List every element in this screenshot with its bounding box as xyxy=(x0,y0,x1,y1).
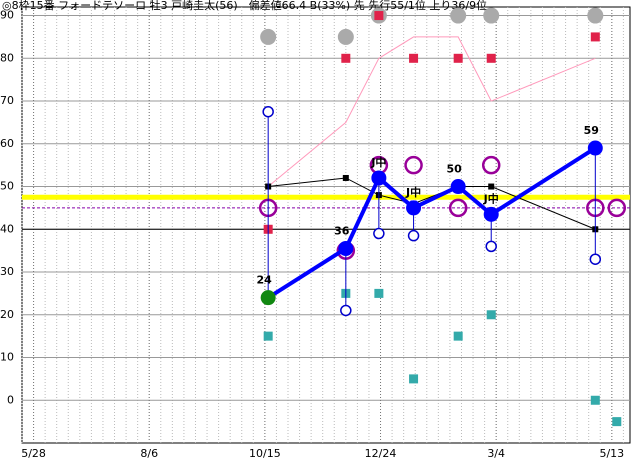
square-mark xyxy=(612,417,622,427)
y-tick-label: 70 xyxy=(0,94,14,107)
square-mark xyxy=(486,310,496,320)
y-tick-label: 90 xyxy=(0,9,14,22)
value-label: 36 xyxy=(334,225,350,238)
main-point xyxy=(587,140,603,156)
main-point xyxy=(483,206,499,222)
square-mark xyxy=(590,395,600,405)
gray-dot xyxy=(260,28,277,45)
square-mark xyxy=(409,374,419,384)
x-tick-label: 10/15 xyxy=(249,447,281,460)
y-tick-label: 60 xyxy=(0,137,14,150)
range-end xyxy=(373,227,385,240)
y-tick-label: 0 xyxy=(7,393,14,406)
square-mark xyxy=(486,53,496,63)
gray-dot xyxy=(483,7,500,24)
gray-dot xyxy=(587,7,604,24)
range-end xyxy=(485,240,497,253)
gray-dot xyxy=(337,28,354,45)
gray-dot xyxy=(450,7,467,24)
chart-title: ◎8枠15番 フォードテソーロ 牡3 戸崎圭太(56) 偏差値66.4 B(33… xyxy=(2,0,487,12)
x-tick-label: 3/4 xyxy=(487,447,505,460)
pink-line xyxy=(267,36,596,187)
square-mark xyxy=(341,53,351,63)
y-tick-label: 30 xyxy=(0,265,14,278)
value-label: 50 xyxy=(447,163,463,176)
y-tick-label: 20 xyxy=(0,308,14,321)
x-tick-label: 5/13 xyxy=(599,447,624,460)
square-mark xyxy=(409,53,419,63)
main-point xyxy=(406,200,422,216)
purple-ring xyxy=(607,198,627,218)
square-mark xyxy=(453,53,463,63)
x-tick-label: 5/28 xyxy=(21,447,46,460)
square-mark xyxy=(374,288,384,298)
main-point xyxy=(338,241,354,257)
purple-ring xyxy=(481,155,501,175)
range-end xyxy=(340,304,352,317)
purple-ring xyxy=(448,198,468,218)
main-point xyxy=(371,170,387,186)
value-label: 24 xyxy=(257,274,273,287)
x-tick-label: 12/24 xyxy=(365,447,397,460)
point-note: J中 xyxy=(370,155,386,169)
x-tick-label: 8/6 xyxy=(140,447,158,460)
main-point xyxy=(450,179,466,195)
black-point xyxy=(488,183,495,190)
main-point xyxy=(260,290,276,306)
y-tick-label: 50 xyxy=(0,180,14,193)
square-mark xyxy=(590,32,600,42)
y-tick-label: 80 xyxy=(0,51,14,64)
point-note: J中 xyxy=(483,191,499,205)
y-tick-label: 40 xyxy=(0,222,14,235)
square-mark xyxy=(263,331,273,341)
square-mark xyxy=(374,11,384,21)
y-tick-label: 10 xyxy=(0,351,14,364)
range-end xyxy=(407,229,420,242)
range-end xyxy=(589,253,602,265)
point-note: J中 xyxy=(405,185,421,199)
value-label: 59 xyxy=(584,124,599,137)
purple-ring xyxy=(404,155,423,175)
plot-frame xyxy=(21,6,631,444)
black-point xyxy=(342,174,349,181)
range-end xyxy=(262,105,274,118)
square-mark xyxy=(453,331,463,341)
